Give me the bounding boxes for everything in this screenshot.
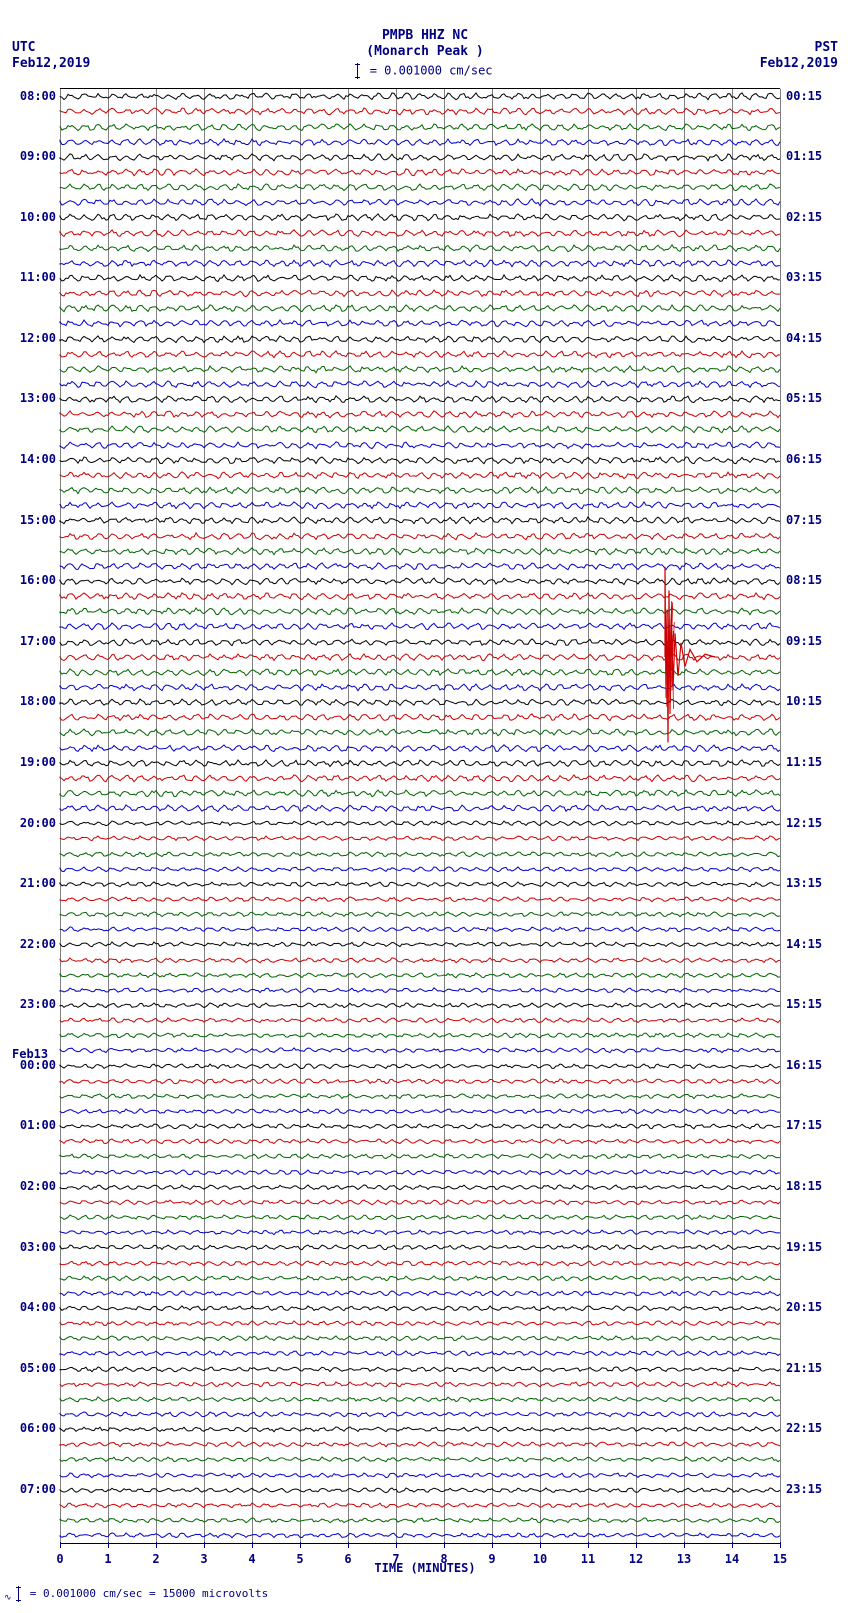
x-tick-label: 2 (152, 1552, 159, 1566)
utc-time-label: 17:00 (2, 634, 56, 648)
utc-time-label: 14:00 (2, 452, 56, 466)
x-tick-label: 4 (248, 1552, 255, 1566)
utc-time-label: 02:00 (2, 1179, 56, 1193)
x-tick-mark (636, 1542, 637, 1548)
pst-time-label: 15:15 (786, 997, 822, 1011)
footer-scale-text: = 0.001000 cm/sec = 15000 microvolts (30, 1587, 268, 1600)
x-tick-mark (156, 1542, 157, 1548)
pst-time-label: 13:15 (786, 876, 822, 890)
utc-time-label: 16:00 (2, 573, 56, 587)
utc-time-label: 23:00 (2, 997, 56, 1011)
x-tick-label: 10 (533, 1552, 547, 1566)
left-timezone: UTC (12, 40, 35, 55)
utc-time-label: 06:00 (2, 1421, 56, 1435)
pst-time-label: 23:15 (786, 1482, 822, 1496)
utc-time-label: 08:00 (2, 89, 56, 103)
utc-time-label: 00:00 (2, 1058, 56, 1072)
pst-time-label: 00:15 (786, 89, 822, 103)
x-tick-label: 0 (56, 1552, 63, 1566)
pst-time-label: 11:15 (786, 755, 822, 769)
utc-time-label: 18:00 (2, 694, 56, 708)
seismogram-container: PMPB HHZ NC (Monarch Peak ) = 0.001000 c… (0, 0, 850, 1613)
pst-time-label: 17:15 (786, 1118, 822, 1132)
pst-time-label: 05:15 (786, 391, 822, 405)
footer-scale: ∿ = 0.001000 cm/sec = 15000 microvolts (4, 1586, 268, 1603)
utc-time-label: 04:00 (2, 1300, 56, 1314)
utc-time-label: 09:00 (2, 149, 56, 163)
station-title-line2: (Monarch Peak ) (0, 44, 850, 59)
utc-time-label: 20:00 (2, 816, 56, 830)
x-tick-label: 6 (344, 1552, 351, 1566)
pst-time-label: 01:15 (786, 149, 822, 163)
x-axis-label: TIME (MINUTES) (0, 1561, 850, 1575)
pst-time-label: 19:15 (786, 1240, 822, 1254)
pst-time-label: 07:15 (786, 513, 822, 527)
x-tick-label: 13 (677, 1552, 691, 1566)
utc-time-label: 12:00 (2, 331, 56, 345)
x-tick-mark (780, 1542, 781, 1548)
utc-time-label: 03:00 (2, 1240, 56, 1254)
pst-time-label: 10:15 (786, 694, 822, 708)
utc-time-label: 19:00 (2, 755, 56, 769)
pst-time-label: 04:15 (786, 331, 822, 345)
x-tick-label: 3 (200, 1552, 207, 1566)
utc-time-label: 07:00 (2, 1482, 56, 1496)
x-tick-label: 1 (104, 1552, 111, 1566)
x-tick-mark (60, 1542, 61, 1548)
pst-time-label: 12:15 (786, 816, 822, 830)
pst-time-label: 08:15 (786, 573, 822, 587)
x-tick-mark (204, 1542, 205, 1548)
pst-time-label: 16:15 (786, 1058, 822, 1072)
pst-time-label: 18:15 (786, 1179, 822, 1193)
x-tick-mark (108, 1542, 109, 1548)
seismic-trace (60, 1505, 780, 1566)
utc-time-label: 05:00 (2, 1361, 56, 1375)
seismogram-plot (60, 88, 780, 1544)
x-tick-mark (348, 1542, 349, 1548)
x-tick-label: 12 (629, 1552, 643, 1566)
seismic-event (655, 552, 725, 762)
utc-time-label: 15:00 (2, 513, 56, 527)
x-tick-mark (540, 1542, 541, 1548)
gridline-vertical (780, 89, 781, 1543)
pst-time-label: 20:15 (786, 1300, 822, 1314)
utc-time-label: 11:00 (2, 270, 56, 284)
x-tick-mark (396, 1542, 397, 1548)
x-tick-label: 15 (773, 1552, 787, 1566)
x-tick-mark (252, 1542, 253, 1548)
right-timezone: PST (815, 40, 838, 55)
pst-time-label: 21:15 (786, 1361, 822, 1375)
utc-time-label: 10:00 (2, 210, 56, 224)
x-tick-mark (732, 1542, 733, 1548)
x-tick-mark (492, 1542, 493, 1548)
x-tick-label: 9 (488, 1552, 495, 1566)
pst-time-label: 06:15 (786, 452, 822, 466)
x-tick-label: 7 (392, 1552, 399, 1566)
utc-time-label: 13:00 (2, 391, 56, 405)
pst-time-label: 14:15 (786, 937, 822, 951)
footer-scale-bar-icon (18, 1586, 19, 1602)
pst-time-label: 02:15 (786, 210, 822, 224)
x-tick-label: 8 (440, 1552, 447, 1566)
station-title-line1: PMPB HHZ NC (0, 28, 850, 43)
pst-time-label: 22:15 (786, 1421, 822, 1435)
x-tick-label: 11 (581, 1552, 595, 1566)
pst-time-label: 03:15 (786, 270, 822, 284)
x-tick-mark (588, 1542, 589, 1548)
x-tick-mark (444, 1542, 445, 1548)
utc-time-label: 01:00 (2, 1118, 56, 1132)
x-tick-mark (300, 1542, 301, 1548)
x-tick-label: 14 (725, 1552, 739, 1566)
utc-time-label: 22:00 (2, 937, 56, 951)
utc-time-label: 21:00 (2, 876, 56, 890)
x-tick-mark (684, 1542, 685, 1548)
x-tick-label: 5 (296, 1552, 303, 1566)
pst-time-label: 09:15 (786, 634, 822, 648)
